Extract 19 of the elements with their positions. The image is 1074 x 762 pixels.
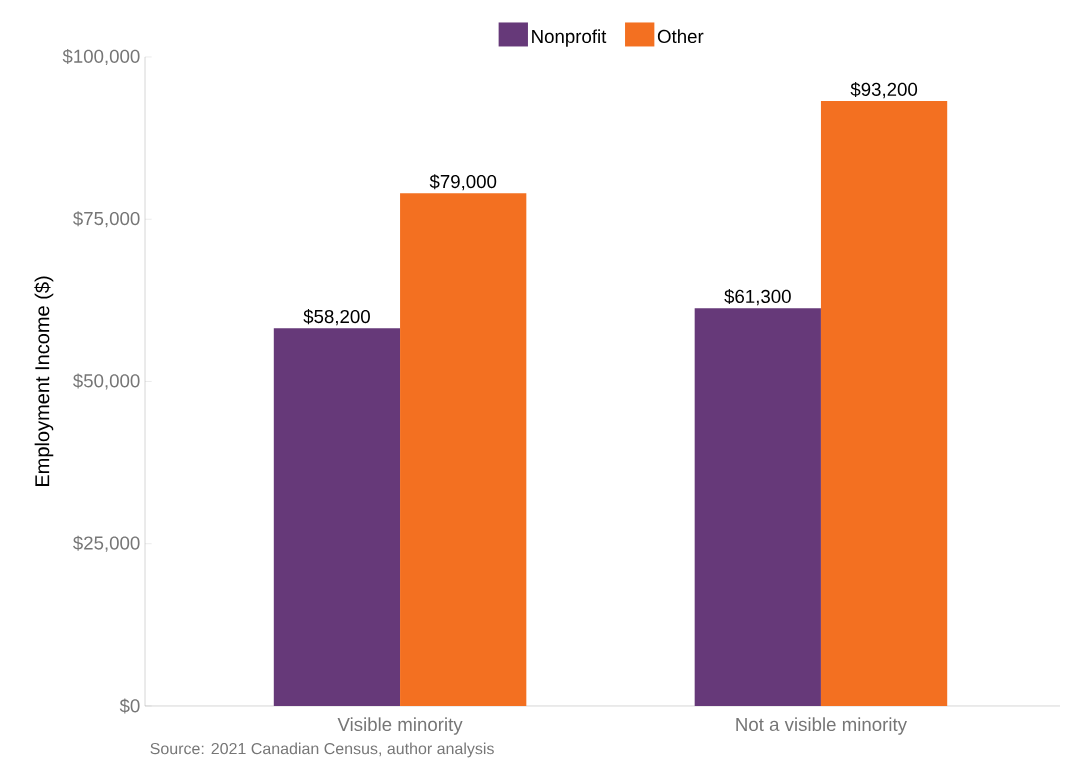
data-label: $93,200 [850, 81, 918, 99]
y-tick-label: $50,000 [73, 373, 140, 390]
y-tick-label: $25,000 [73, 535, 140, 552]
x-tick-label: Visible minority [337, 717, 463, 735]
data-label: $58,200 [303, 309, 370, 326]
y-tick-label: $75,000 [73, 211, 140, 228]
x-tick-label: Not a visible minority [736, 717, 907, 735]
legend-label: Other [657, 29, 704, 44]
y-tick-label: $0 [119, 698, 140, 714]
data-label: $61,300 [724, 289, 791, 306]
y-axis-title: Employment Income ($) [34, 276, 54, 486]
bar [273, 328, 401, 706]
bar [694, 308, 821, 706]
source-note: Source: 2021 Canadian Census, author analysis [150, 742, 494, 758]
bar [400, 193, 527, 706]
y-tick-label: $100,000 [62, 48, 140, 66]
data-label: $79,000 [429, 174, 497, 191]
bar [820, 101, 948, 706]
legend-label: Nonprofit [532, 29, 607, 47]
